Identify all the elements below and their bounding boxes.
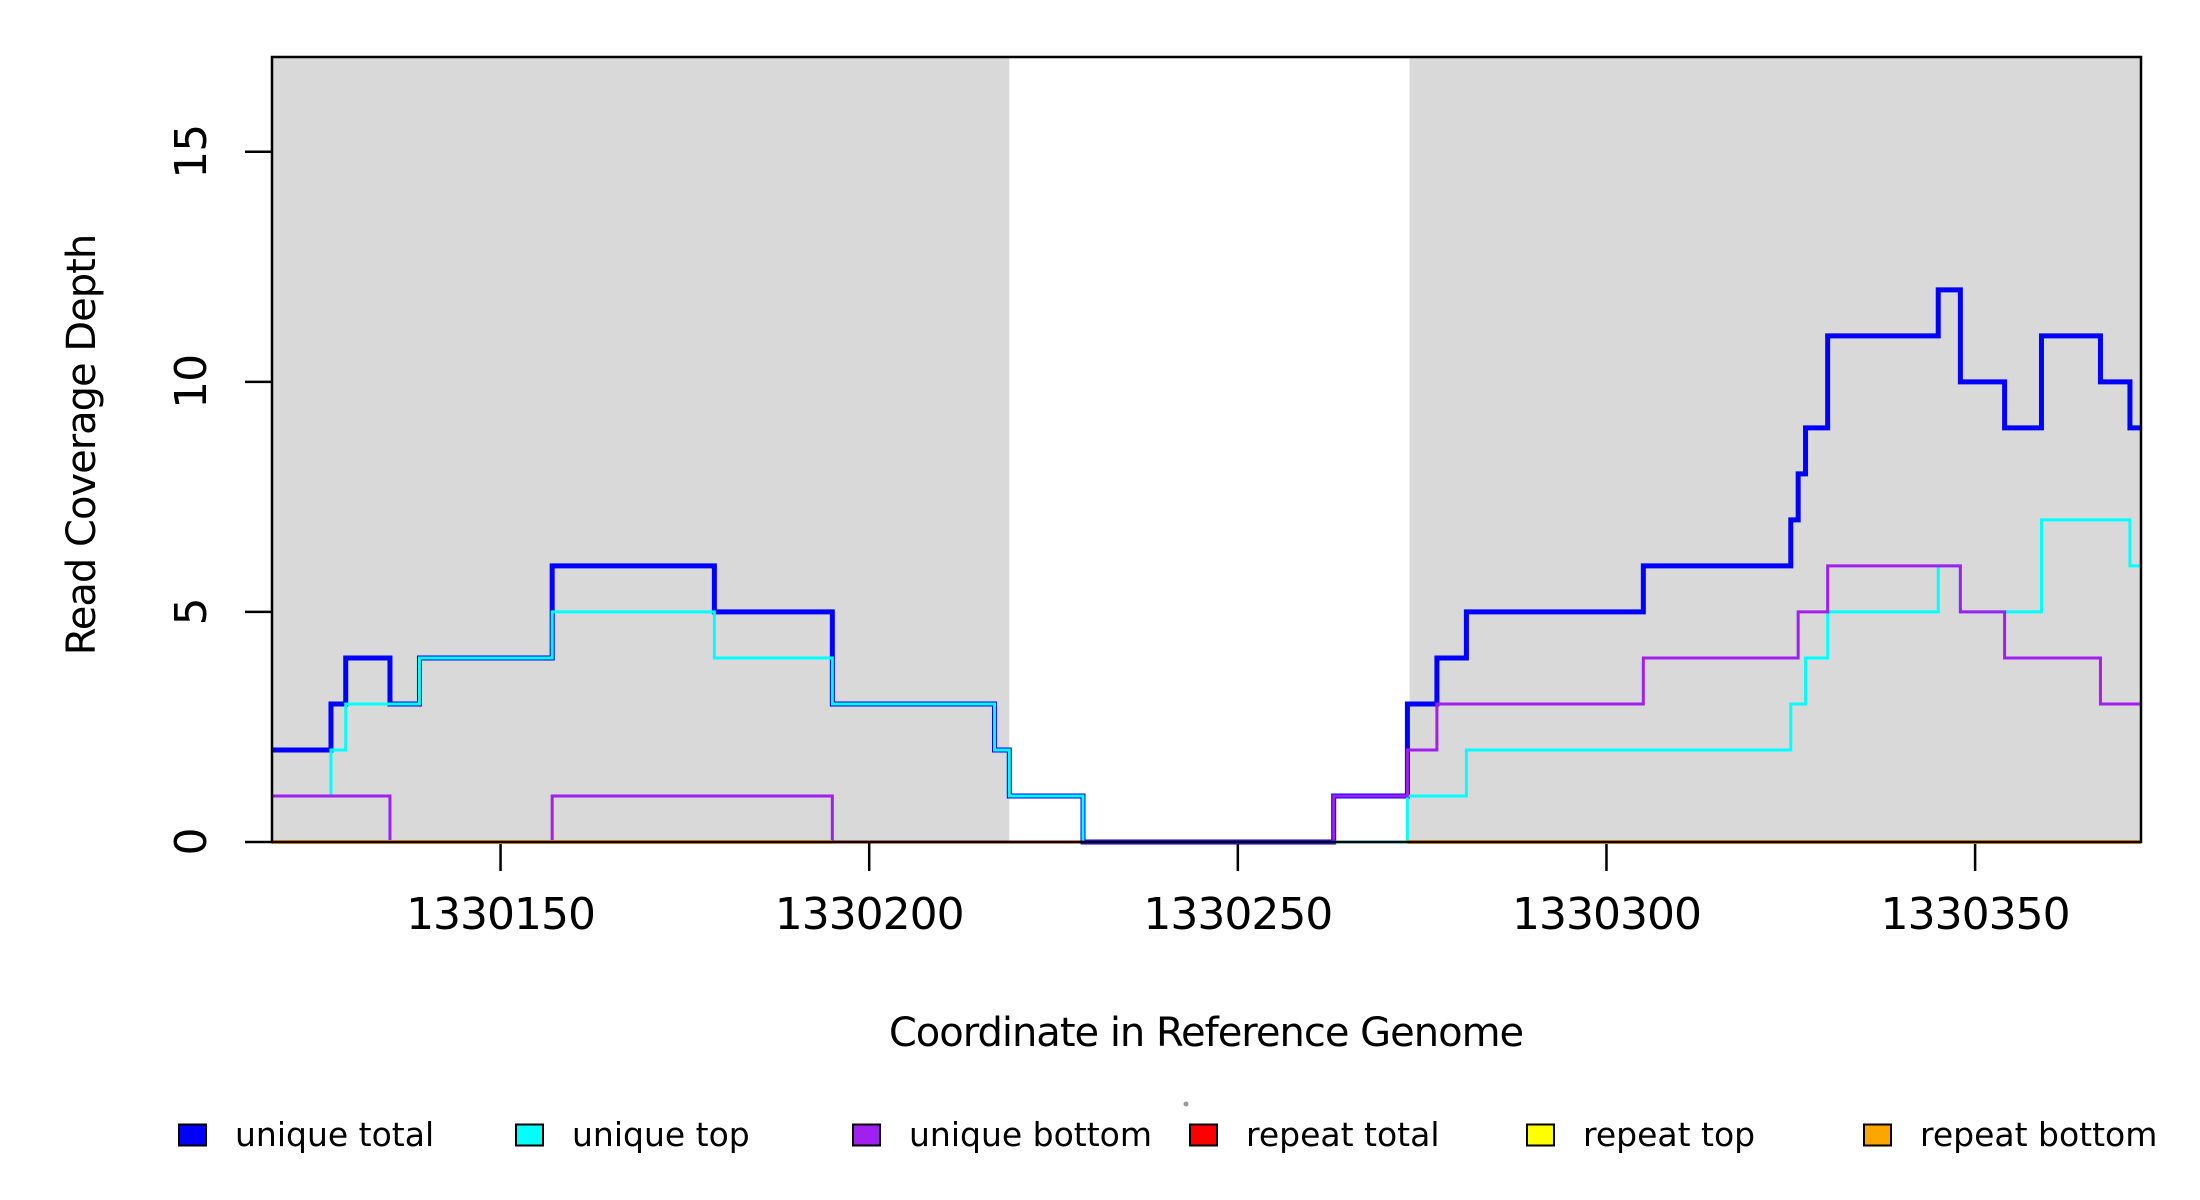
plot-box-layer bbox=[270, 55, 2143, 844]
legend-swatch-unique-top bbox=[515, 1123, 544, 1147]
x-tick-label: 1330300 bbox=[1512, 889, 1701, 940]
legend-swatch-repeat-total bbox=[1189, 1123, 1218, 1147]
y-tick-label: 15 bbox=[166, 125, 217, 179]
y-tick-label: 10 bbox=[166, 355, 217, 409]
shaded-region bbox=[1409, 57, 2141, 842]
y-tick-label: 5 bbox=[166, 598, 217, 625]
x-axis-title: Coordinate in Reference Genome bbox=[889, 1010, 1523, 1056]
legend-label-repeat-total: repeat total bbox=[1246, 1115, 1440, 1154]
legend-swatch-unique-total bbox=[178, 1123, 207, 1147]
axes: 1330150 1330200 1330250 1330300 1330350 0 5 10 1… bbox=[166, 125, 2071, 940]
legend-label-unique-bottom: unique bottom bbox=[909, 1115, 1152, 1154]
legend-swatch-repeat-bottom bbox=[1863, 1123, 1892, 1147]
x-tick-label: 1330200 bbox=[775, 889, 964, 940]
legend-label-repeat-bottom: repeat bottom bbox=[1920, 1115, 2157, 1154]
legend-swatch-unique-bottom bbox=[852, 1123, 881, 1147]
legend-label-repeat-top: repeat top bbox=[1583, 1115, 1755, 1154]
x-tick-label: 1330350 bbox=[1881, 889, 2070, 940]
shaded-regions bbox=[272, 57, 2141, 842]
y-tick-label: 0 bbox=[166, 829, 217, 856]
plot-box bbox=[270, 55, 2143, 844]
y-axis-title: Read Coverage Depth bbox=[59, 235, 105, 655]
legend-label-unique-total: unique total bbox=[235, 1115, 434, 1154]
legend-label-unique-top: unique top bbox=[572, 1115, 750, 1154]
legend: unique total unique top unique bottom repea… bbox=[178, 1115, 2157, 1154]
legend-swatch-repeat-top bbox=[1526, 1123, 1555, 1147]
x-tick-label: 1330250 bbox=[1143, 889, 1332, 940]
x-tick-label: 1330150 bbox=[406, 889, 595, 940]
series-line-unique-bottom bbox=[272, 564, 2141, 844]
artifact-dot bbox=[1183, 1101, 1189, 1107]
shaded-region bbox=[272, 57, 1010, 842]
